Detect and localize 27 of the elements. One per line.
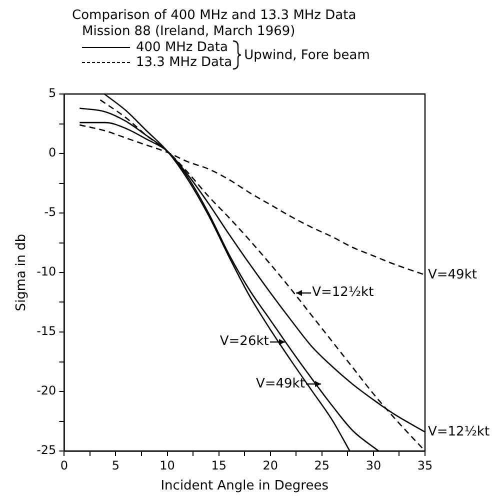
x-tick-label: 35 <box>417 458 433 472</box>
chart-subtitle: Mission 88 (Ireland, March 1969) <box>82 24 296 40</box>
y-tick-label: -15 <box>36 324 56 338</box>
annotation: V=26kt <box>220 334 269 349</box>
x-tick-label: 30 <box>366 458 382 472</box>
legend-label: 400 MHz Data <box>136 40 228 55</box>
x-tick-label: 10 <box>160 458 175 472</box>
x-tick-label: 0 <box>60 458 68 472</box>
x-tick-label: 5 <box>112 458 120 472</box>
annotation: V=12½kt <box>312 285 374 300</box>
annotation: V=12½kt <box>428 424 490 440</box>
y-axis-title: Sigma in db <box>14 234 30 312</box>
annotation: V=49kt <box>428 267 477 282</box>
x-tick-label: 15 <box>211 458 226 472</box>
x-axis-title: Incident Angle in Degrees <box>160 478 329 494</box>
y-tick-label: -25 <box>36 443 56 458</box>
y-tick-label: -10 <box>36 264 56 279</box>
annotation: V=49kt <box>256 376 305 392</box>
y-tick-label: 5 <box>48 86 56 100</box>
y-tick-label: -5 <box>44 205 56 220</box>
y-tick-label: -20 <box>36 384 56 398</box>
legend-title: Upwind, Fore beam <box>244 48 370 62</box>
y-tick-label: 0 <box>48 146 56 160</box>
legend-label: 13.3 MHz Data <box>136 55 232 70</box>
chart-title: Comparison of 400 MHz and 13.3 MHz Data <box>72 8 358 24</box>
x-tick-label: 25 <box>314 458 330 472</box>
x-tick-label: 20 <box>262 458 278 472</box>
